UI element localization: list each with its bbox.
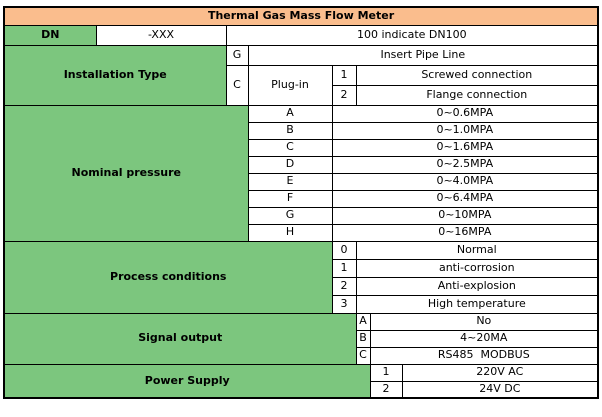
plug-in-option-2-value: Flange connection <box>355 84 599 106</box>
signal-value-b: 4~20MA <box>369 329 599 348</box>
pressure-key-c: C <box>247 138 333 157</box>
table-row: 3 High temperature <box>4 294 599 314</box>
pressure-key-h: H <box>247 223 333 242</box>
table-row: 2 24V DC <box>4 380 599 399</box>
table-title: Thermal Gas Mass Flow Meter <box>3 6 599 26</box>
flow-meter-spec-table: Thermal Gas Mass Flow Meter DN -XXX 100 … <box>3 6 600 399</box>
power-key-1: 1 <box>369 363 403 382</box>
power-key-2: 2 <box>369 380 403 399</box>
signal-key-c: C <box>355 346 371 365</box>
installation-type-label: Installation Type <box>3 44 227 106</box>
signal-key-a: A <box>355 312 371 331</box>
table-row: G 0~10MPA <box>4 206 599 225</box>
table-row: DN -XXX 100 indicate DN100 <box>3 24 599 46</box>
process-value-3: High temperature <box>355 294 599 314</box>
table-row: 2 Anti-explosion <box>4 276 599 296</box>
process-key-2: 2 <box>331 276 357 296</box>
pressure-key-b: B <box>247 121 333 140</box>
pressure-value-e: 0~4.0MPA <box>331 172 599 191</box>
table-row: Signal output A No <box>3 312 599 365</box>
pressure-value-b: 0~1.0MPA <box>331 121 599 140</box>
dn-description: 100 indicate DN100 <box>225 24 599 46</box>
installation-key-c: C <box>225 64 249 106</box>
nominal-pressure-label: Nominal pressure <box>3 104 249 242</box>
signal-key-b: B <box>355 329 371 348</box>
table-row: B 0~1.0MPA <box>4 121 599 140</box>
pressure-key-d: D <box>247 155 333 174</box>
table-row: E 0~4.0MPA <box>4 172 599 191</box>
process-conditions-label: Process conditions <box>3 240 333 314</box>
plug-in-option-1-key: 1 <box>331 64 357 86</box>
pressure-value-d: 0~2.5MPA <box>331 155 599 174</box>
table-row: D 0~2.5MPA <box>4 155 599 174</box>
table-row: Power Supply 1 220V AC <box>3 363 599 399</box>
table-row: Process conditions 0 Normal <box>3 240 599 314</box>
signal-value-c: RS485 MODBUS <box>369 346 599 365</box>
pressure-value-h: 0~16MPA <box>331 223 599 242</box>
table-row: H 0~16MPA <box>4 223 599 242</box>
process-key-1: 1 <box>331 258 357 278</box>
signal-output-label: Signal output <box>3 312 357 365</box>
pressure-key-e: E <box>247 172 333 191</box>
pressure-value-a: 0~0.6MPA <box>331 104 599 123</box>
table-row: Installation Type G Insert Pipe Line <box>3 44 599 106</box>
pressure-value-g: 0~10MPA <box>331 206 599 225</box>
signal-value-a: No <box>369 312 599 331</box>
process-value-2: Anti-explosion <box>355 276 599 296</box>
pressure-key-g: G <box>247 206 333 225</box>
power-value-1: 220V AC <box>401 363 599 382</box>
plug-in-option-1-value: Screwed connection <box>355 64 599 86</box>
installation-key-g: G <box>225 44 249 66</box>
plug-in-option-2-key: 2 <box>331 84 357 106</box>
pressure-key-f: F <box>247 189 333 208</box>
pressure-value-f: 0~6.4MPA <box>331 189 599 208</box>
dn-code-cell: -XXX <box>95 24 227 46</box>
table-row: Nominal pressure A 0~0.6MPA <box>3 104 599 242</box>
pressure-value-c: 0~1.6MPA <box>331 138 599 157</box>
power-supply-label: Power Supply <box>3 363 371 399</box>
power-value-2: 24V DC <box>401 380 599 399</box>
process-key-0: 0 <box>331 240 357 260</box>
table-row: Thermal Gas Mass Flow Meter <box>3 6 599 26</box>
process-value-1: anti-corrosion <box>355 258 599 278</box>
process-value-0: Normal <box>355 240 599 260</box>
dn-label: DN <box>3 24 97 46</box>
process-key-3: 3 <box>331 294 357 314</box>
pressure-key-a: A <box>247 104 333 123</box>
installation-value-g: Insert Pipe Line <box>247 44 599 66</box>
plug-in-cell: Plug-in <box>247 64 333 106</box>
